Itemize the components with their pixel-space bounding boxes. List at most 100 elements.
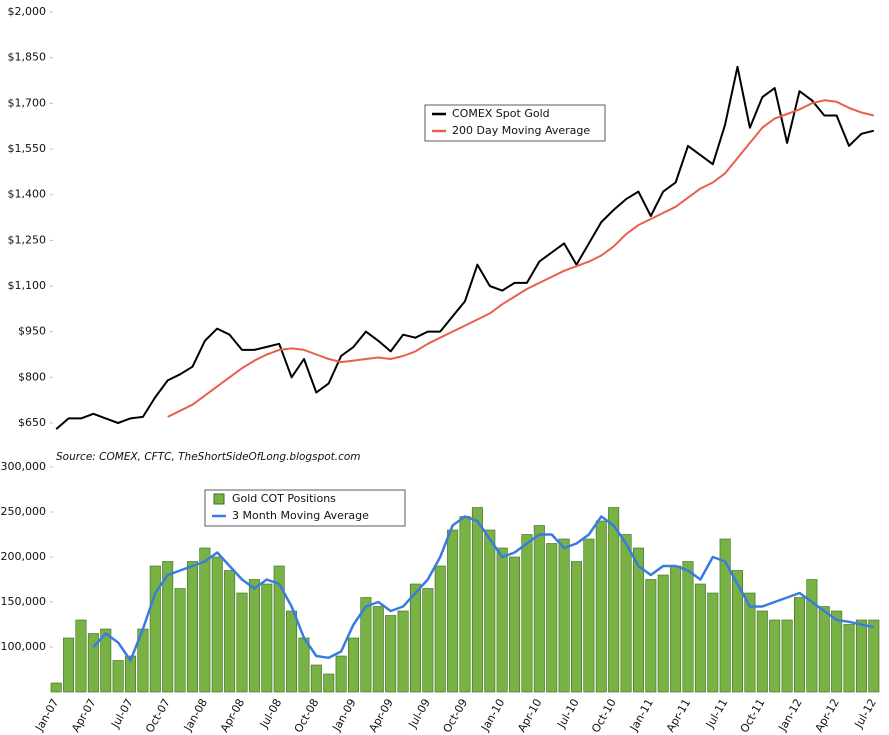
x-tick-label: Apr-08 xyxy=(218,697,247,735)
bar xyxy=(484,529,496,693)
x-tick-label: Apr-09 xyxy=(366,697,395,735)
legend-label: COMEX Spot Gold xyxy=(452,107,550,120)
x-tick-label: Jul-11 xyxy=(703,697,730,731)
line xyxy=(55,65,875,430)
y-tick-label: 250,000 xyxy=(1,505,47,518)
bar xyxy=(521,534,533,693)
bar xyxy=(385,615,397,693)
x-tick-label: Jul-07 xyxy=(108,697,135,731)
bar xyxy=(608,507,620,693)
bar xyxy=(843,624,855,693)
legend-swatch xyxy=(213,493,225,505)
y-tick-label: $1,100 xyxy=(8,279,47,292)
x-tick-label: Jan-12 xyxy=(775,697,804,735)
bar xyxy=(645,579,657,693)
bar xyxy=(583,538,595,693)
x-tick-label: Apr-07 xyxy=(69,697,98,735)
legend-label: 3 Month Moving Average xyxy=(232,509,369,522)
bar xyxy=(348,637,360,693)
y-tick-label: $1,400 xyxy=(8,188,47,201)
x-tick-label: Jul-08 xyxy=(257,697,284,731)
bar xyxy=(496,547,508,693)
bar xyxy=(50,682,62,693)
bar xyxy=(509,556,521,693)
bar xyxy=(211,556,223,693)
y-tick-label: 200,000 xyxy=(1,550,47,563)
line xyxy=(167,99,875,418)
bar xyxy=(63,637,75,693)
bar xyxy=(236,592,248,693)
legend-box xyxy=(424,104,606,142)
x-tick-label: Jul-09 xyxy=(406,697,433,731)
y-tick-label: $1,850 xyxy=(8,51,47,64)
x-tick-label: Oct-10 xyxy=(589,697,619,735)
bar xyxy=(261,583,273,693)
bar xyxy=(682,561,694,693)
bar xyxy=(855,619,867,693)
x-tick-label: Jan-09 xyxy=(329,697,358,735)
bar xyxy=(125,655,137,693)
y-tick-label: 300,000 xyxy=(1,460,47,473)
y-tick-label: $1,250 xyxy=(8,233,47,246)
bar xyxy=(360,597,372,693)
legend xyxy=(204,104,606,527)
bar xyxy=(657,574,669,693)
x-tick-label: Jul-12 xyxy=(852,697,879,731)
x-tick-label: Jul-10 xyxy=(554,697,581,731)
y-tick-label: $2,000 xyxy=(8,5,47,18)
x-tick-label: Oct-11 xyxy=(738,697,768,735)
bar xyxy=(868,619,880,693)
bar xyxy=(409,583,421,693)
bar xyxy=(533,525,545,693)
bar xyxy=(186,561,198,693)
line xyxy=(92,515,875,662)
bar xyxy=(75,619,87,693)
bar xyxy=(199,547,211,693)
bar xyxy=(732,570,744,693)
bar xyxy=(112,660,124,693)
x-tick-label: Apr-10 xyxy=(515,697,544,735)
bar xyxy=(818,606,830,693)
legend-box xyxy=(204,489,406,527)
bar xyxy=(806,579,818,693)
y-tick-label: 150,000 xyxy=(1,595,47,608)
bar xyxy=(744,592,756,693)
bar xyxy=(558,538,570,693)
bar xyxy=(434,565,446,693)
y-tick-label: 100,000 xyxy=(1,640,47,653)
bar xyxy=(397,610,409,693)
bar xyxy=(162,561,174,693)
bar xyxy=(694,583,706,693)
bar xyxy=(719,538,731,693)
bar xyxy=(781,619,793,693)
x-tick-label: Oct-07 xyxy=(143,697,173,735)
bar xyxy=(422,588,434,693)
bar xyxy=(447,529,459,693)
x-tick-label: Apr-12 xyxy=(812,697,841,735)
x-tick-label: Jan-11 xyxy=(627,697,656,735)
bar xyxy=(793,597,805,693)
x-tick-label: Apr-11 xyxy=(664,697,693,735)
bar xyxy=(335,655,347,693)
x-tick-label: Oct-08 xyxy=(292,697,322,735)
bar xyxy=(323,673,335,693)
x-tick-label: Jan-07 xyxy=(32,697,61,735)
bar xyxy=(831,610,843,693)
y-tick-label: $950 xyxy=(18,325,46,338)
bar xyxy=(756,610,768,693)
bar xyxy=(595,520,607,693)
bar xyxy=(570,561,582,693)
bar xyxy=(620,534,632,693)
bar xyxy=(174,588,186,693)
bar xyxy=(149,565,161,693)
legend-label: 200 Day Moving Average xyxy=(452,124,590,137)
x-tick-label: Jan-08 xyxy=(181,697,210,735)
bar xyxy=(87,633,99,693)
bar xyxy=(632,547,644,693)
y-tick-label: $1,550 xyxy=(8,142,47,155)
source-note: Source: COMEX, CFTC, TheShortSideOfLong.… xyxy=(56,451,361,463)
y-tick-label: $650 xyxy=(18,416,46,429)
bar xyxy=(273,565,285,693)
bar xyxy=(298,637,310,693)
